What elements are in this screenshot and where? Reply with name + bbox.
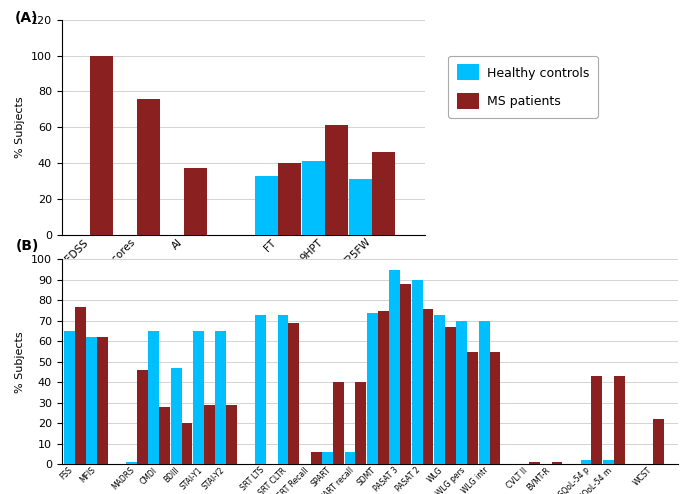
Bar xyxy=(184,168,208,235)
Bar xyxy=(467,352,478,464)
Bar xyxy=(277,315,288,464)
Bar xyxy=(400,284,411,464)
Bar xyxy=(216,331,226,464)
Bar xyxy=(182,423,192,464)
Y-axis label: % Subjects: % Subjects xyxy=(15,96,25,158)
Bar xyxy=(137,370,148,464)
Bar xyxy=(86,337,97,464)
Bar xyxy=(389,270,400,464)
Bar xyxy=(581,460,591,464)
Bar xyxy=(423,309,434,464)
Bar xyxy=(479,321,490,464)
Bar xyxy=(322,452,333,464)
Bar xyxy=(378,311,388,464)
Legend: Healthy controls, MS patients: Healthy controls, MS patients xyxy=(448,56,598,118)
Bar xyxy=(90,56,112,235)
Bar xyxy=(445,327,456,464)
Bar xyxy=(591,376,602,464)
Bar xyxy=(255,175,277,235)
Bar xyxy=(97,337,108,464)
Bar xyxy=(653,419,664,464)
Bar xyxy=(551,462,562,464)
Bar xyxy=(603,460,614,464)
Bar xyxy=(345,452,356,464)
Bar xyxy=(614,376,625,464)
Bar xyxy=(302,161,325,235)
Bar xyxy=(434,315,445,464)
Bar xyxy=(367,313,378,464)
Bar xyxy=(64,331,75,464)
Bar xyxy=(277,163,301,235)
Bar xyxy=(137,99,160,235)
Bar xyxy=(349,179,373,235)
Bar xyxy=(193,331,204,464)
Bar xyxy=(311,452,321,464)
Bar xyxy=(75,306,86,464)
Bar xyxy=(126,462,137,464)
Bar xyxy=(412,280,423,464)
Bar xyxy=(256,315,266,464)
Bar xyxy=(490,352,501,464)
Bar xyxy=(149,331,159,464)
Bar xyxy=(333,382,344,464)
Bar xyxy=(159,407,170,464)
Text: Motor system scores: Motor system scores xyxy=(279,295,394,305)
Text: Clinical scales: Clinical scales xyxy=(110,295,188,305)
Bar xyxy=(530,462,540,464)
Text: (B): (B) xyxy=(15,239,39,253)
Text: (A): (A) xyxy=(14,11,38,25)
Bar xyxy=(356,382,366,464)
Bar xyxy=(456,321,467,464)
Bar xyxy=(204,405,214,464)
Bar xyxy=(171,368,182,464)
Bar xyxy=(373,152,395,235)
Y-axis label: % Subjects: % Subjects xyxy=(15,331,25,393)
Bar xyxy=(226,405,237,464)
Bar xyxy=(325,125,348,235)
Bar xyxy=(288,323,299,464)
